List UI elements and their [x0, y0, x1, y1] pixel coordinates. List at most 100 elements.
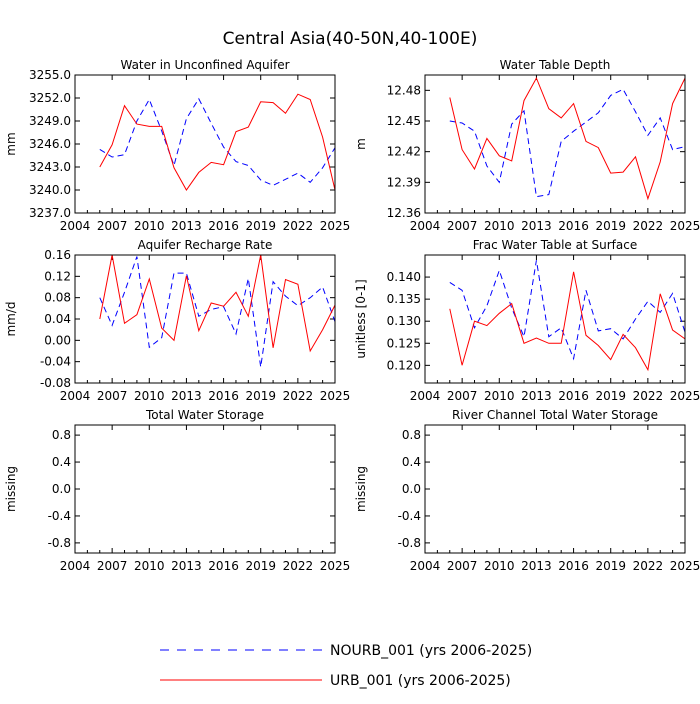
y-axis-label: mm/d — [4, 301, 18, 336]
y-tick-label: 12.45 — [387, 114, 421, 128]
y-tick-label: -0.8 — [398, 536, 421, 550]
panel-4: Frac Water Table at Surface unitless [0-1… — [354, 238, 700, 403]
y-tick-label: 0.16 — [44, 248, 71, 262]
y-axis-label: mm — [4, 132, 18, 155]
y-tick-label: 3237.0 — [29, 206, 71, 220]
x-tick-label: 2013 — [171, 219, 202, 233]
y-tick-label: 3243.0 — [29, 160, 71, 174]
x-tick-label: 2019 — [245, 559, 276, 573]
x-tick-label: 2004 — [60, 219, 91, 233]
y-tick-label: 0.4 — [52, 455, 71, 469]
plot-frame — [424, 74, 686, 214]
x-tick-label: 2019 — [595, 389, 626, 403]
x-tick-label: 2004 — [60, 559, 91, 573]
x-tick-label: 2022 — [283, 559, 314, 573]
x-tick-label: 2022 — [633, 219, 664, 233]
x-tick-label: 2025 — [670, 219, 700, 233]
series-line-nourb-001 — [449, 88, 686, 198]
legend: NOURB_001 (yrs 2006-2025) URB_001 (yrs 2… — [160, 643, 532, 689]
y-axis-label: missing — [354, 466, 368, 512]
plot-frame — [74, 74, 336, 214]
y-tick-label: 0.04 — [44, 312, 71, 326]
y-tick-label: 0.0 — [52, 482, 71, 496]
x-tick-label: 2016 — [208, 389, 239, 403]
y-axis-label: missing — [4, 466, 18, 512]
panel-title: Frac Water Table at Surface — [473, 238, 637, 252]
panel-title: Water in Unconfined Aquifer — [120, 58, 289, 72]
series-line-urb-001 — [99, 93, 336, 191]
x-tick-label: 2010 — [134, 559, 165, 573]
y-tick-label: 0.4 — [402, 455, 421, 469]
x-tick-label: 2016 — [208, 219, 239, 233]
y-tick-label: 0.08 — [44, 291, 71, 305]
plot-frame — [424, 424, 686, 554]
y-tick-label: 0.0 — [402, 482, 421, 496]
series-line-nourb-001 — [99, 256, 336, 368]
panel-title: Aquifer Recharge Rate — [138, 238, 273, 252]
x-tick-label: 2013 — [521, 219, 552, 233]
series-line-nourb-001 — [449, 260, 686, 361]
x-tick-label: 2013 — [521, 389, 552, 403]
legend-label-nourb: NOURB_001 (yrs 2006-2025) — [330, 643, 532, 659]
y-tick-label: 3246.0 — [29, 137, 71, 151]
y-tick-label: 3240.0 — [29, 183, 71, 197]
x-tick-label: 2007 — [447, 389, 478, 403]
y-tick-label: 0.120 — [387, 358, 421, 372]
panel-2: Water Table Depth m 2004 2007 2010 2013 2016 20… — [354, 58, 700, 233]
x-tick-label: 2007 — [97, 559, 128, 573]
x-tick-label: 2025 — [320, 389, 351, 403]
y-tick-label: -0.08 — [40, 376, 71, 390]
x-tick-label: 2010 — [134, 389, 165, 403]
x-tick-label: 2022 — [283, 219, 314, 233]
y-tick-label: 0.8 — [402, 428, 421, 442]
panel-5: Total Water Storage missing 2004 2007 2010 20… — [4, 408, 350, 573]
legend-label-urb: URB_001 (yrs 2006-2025) — [330, 673, 511, 689]
y-axis-label: m — [354, 138, 368, 150]
x-tick-label: 2013 — [171, 559, 202, 573]
x-tick-label: 2004 — [410, 219, 441, 233]
x-tick-label: 2022 — [633, 559, 664, 573]
series-line-nourb-001 — [99, 97, 336, 186]
series-line-urb-001 — [449, 271, 686, 372]
x-tick-label: 2016 — [558, 559, 589, 573]
y-tick-label: 3252.0 — [29, 91, 71, 105]
x-tick-label: 2019 — [245, 219, 276, 233]
y-tick-label: -0.4 — [398, 509, 421, 523]
figure-title: Central Asia(40-50N,40-100E) — [223, 29, 478, 49]
y-tick-label: 3249.0 — [29, 114, 71, 128]
y-tick-label: 3255.0 — [29, 68, 71, 82]
x-tick-label: 2022 — [633, 389, 664, 403]
x-tick-label: 2010 — [134, 219, 165, 233]
x-tick-label: 2010 — [484, 219, 515, 233]
x-tick-label: 2007 — [447, 219, 478, 233]
x-tick-label: 2004 — [410, 559, 441, 573]
x-tick-label: 2025 — [320, 219, 351, 233]
series-line-urb-001 — [449, 76, 686, 201]
y-tick-label: 0.125 — [387, 336, 421, 350]
y-tick-label: 12.36 — [387, 206, 421, 220]
x-tick-label: 2019 — [595, 559, 626, 573]
x-tick-label: 2016 — [558, 389, 589, 403]
x-tick-label: 2007 — [97, 219, 128, 233]
x-tick-label: 2019 — [245, 389, 276, 403]
x-tick-label: 2007 — [447, 559, 478, 573]
y-tick-label: 12.48 — [387, 83, 421, 97]
panel-6: River Channel Total Water Storage missing… — [354, 408, 700, 573]
panel-title: Water Table Depth — [500, 58, 611, 72]
y-tick-label: 0.00 — [44, 333, 71, 347]
y-tick-label: 0.8 — [52, 428, 71, 442]
panel-1: Water in Unconfined Aquifer mm 2004 2007 201… — [4, 58, 350, 233]
y-tick-label: -0.8 — [48, 536, 71, 550]
y-tick-label: 0.140 — [387, 270, 421, 284]
panel-title: River Channel Total Water Storage — [452, 408, 658, 422]
plot-frame — [74, 424, 336, 554]
y-tick-label: 12.42 — [387, 145, 421, 159]
y-tick-label: -0.4 — [48, 509, 71, 523]
x-tick-label: 2016 — [208, 559, 239, 573]
x-tick-label: 2010 — [484, 389, 515, 403]
x-tick-label: 2013 — [521, 559, 552, 573]
panel-title: Total Water Storage — [145, 408, 264, 422]
plot-frame — [424, 254, 686, 384]
